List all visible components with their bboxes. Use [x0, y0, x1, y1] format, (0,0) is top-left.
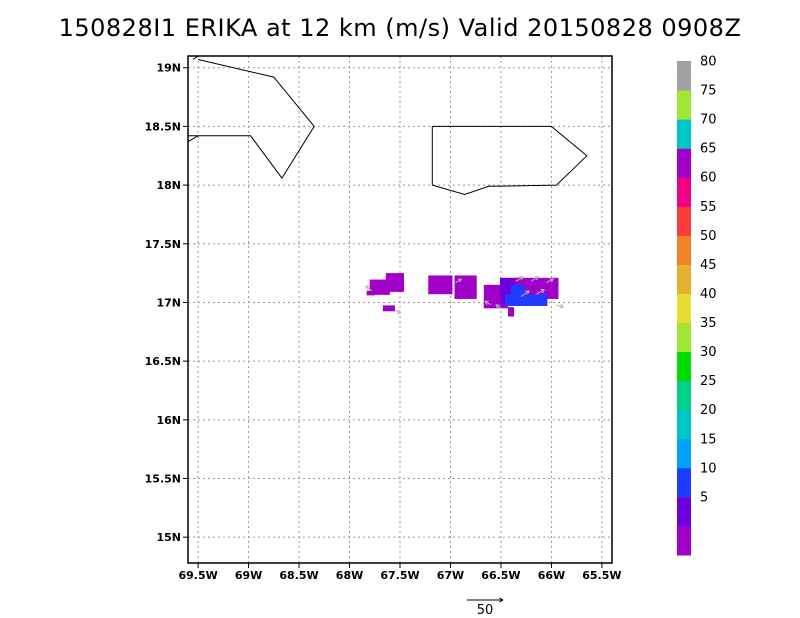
colorbar-segment: [677, 380, 691, 411]
coastline: [188, 59, 315, 179]
y-tick-label: 16N: [156, 414, 181, 427]
wind-speed-cell: [508, 307, 515, 317]
wind-vector: [495, 304, 502, 309]
colorbar-segment: [677, 235, 691, 265]
wind-vectors: [365, 276, 564, 315]
colorbar-label: 15: [700, 432, 717, 447]
colorbar-label: 50: [700, 229, 717, 244]
x-tick-label: 68W: [336, 569, 363, 582]
colorbar-label: 20: [700, 403, 717, 418]
coastline: [431, 125, 588, 196]
wind-vector: [484, 300, 492, 306]
coastlines: [188, 56, 588, 196]
x-tick-label: 69W: [235, 569, 262, 582]
wind-speed-cell: [369, 279, 390, 295]
colorbar-segment: [677, 409, 691, 440]
wind-speed-cell: [428, 275, 453, 295]
colorbar-label: 65: [700, 142, 717, 157]
coastline: [188, 135, 199, 143]
colorbar-segment: [677, 351, 691, 382]
wind-vector: [455, 278, 463, 283]
colorbar-label: 25: [700, 374, 717, 389]
x-tick-label: 68.5W: [279, 569, 318, 582]
colorbar-segment: [677, 467, 691, 498]
colorbar-segment: [677, 264, 691, 294]
x-tick-label: 67W: [437, 569, 464, 582]
colorbar-label: 70: [700, 113, 717, 128]
x-tick-label: 69.5W: [178, 569, 217, 582]
x-tick-label: 65.5W: [582, 569, 621, 582]
wind-vector: [394, 309, 402, 315]
colorbar-label: 40: [700, 287, 717, 302]
colorbar: 5 10 15 20 25 30 35 40 45 50 55 60 65 70 75 80: [677, 55, 717, 556]
wind-vector: [530, 276, 539, 282]
wind-vector: [536, 289, 545, 295]
y-tick-label: 15.5N: [145, 473, 181, 486]
y-tick-label: 15N: [156, 531, 181, 544]
y-tick-label: 17.5N: [145, 238, 181, 251]
y-tick-label: 17N: [156, 296, 181, 309]
wind-speed-cell: [382, 305, 395, 312]
reference-arrow: [467, 597, 504, 603]
x-tick-label: 66.5W: [481, 569, 520, 582]
wind-vector: [520, 290, 530, 297]
colorbar-segment: [677, 61, 691, 91]
colorbar-segment: [677, 496, 691, 527]
wind-speed-cell: [385, 273, 405, 292]
colorbar-segment: [677, 206, 691, 236]
colorbar-label: 80: [700, 55, 717, 70]
colorbar-label: 30: [700, 345, 717, 360]
colorbar-segment: [677, 525, 691, 556]
y-tick-label: 18N: [156, 179, 181, 192]
wind-vector: [546, 278, 554, 283]
colorbar-segment: [677, 438, 691, 469]
colorbar-label: 10: [700, 461, 717, 476]
colorbar-segment: [677, 177, 691, 207]
colorbar-segment: [677, 148, 691, 178]
colorbar-label: 55: [700, 200, 717, 215]
wind-vector: [365, 285, 373, 292]
colorbar-label: 45: [700, 258, 717, 273]
y-tick-label: 18.5N: [145, 120, 181, 133]
colorbar-label: 60: [700, 171, 717, 186]
colorbar-label: 75: [700, 84, 717, 99]
x-tick-label: 66W: [538, 569, 565, 582]
colorbar-label: 5: [700, 490, 708, 505]
colorbar-segment: [677, 322, 691, 353]
colorbar-segment: [677, 119, 691, 149]
reference-vector-label: 50: [477, 603, 494, 618]
wind-speed-cell: [511, 284, 526, 297]
axis-ticks: 69.5W 69W 68.5W 68W 67.5W 67W 66.5W 66W 65.5W 19N…: [145, 62, 622, 582]
colorbar-segment: [677, 90, 691, 120]
map-title: 150828I1 ERIKA at 12 km (m/s) Valid 2015…: [58, 14, 742, 42]
reference-vector: 50: [467, 597, 504, 618]
y-tick-label: 16.5N: [145, 355, 181, 368]
colorbar-label: 35: [700, 316, 717, 331]
grid-lines: [188, 56, 612, 563]
colorbar-segment: [677, 293, 691, 324]
wind-vector: [556, 303, 564, 309]
wind-speed-shading: [366, 273, 559, 317]
x-tick-label: 67.5W: [380, 569, 419, 582]
wind-speed-cell: [504, 294, 548, 306]
y-tick-label: 19N: [156, 62, 181, 75]
wind-vector: [515, 276, 524, 282]
